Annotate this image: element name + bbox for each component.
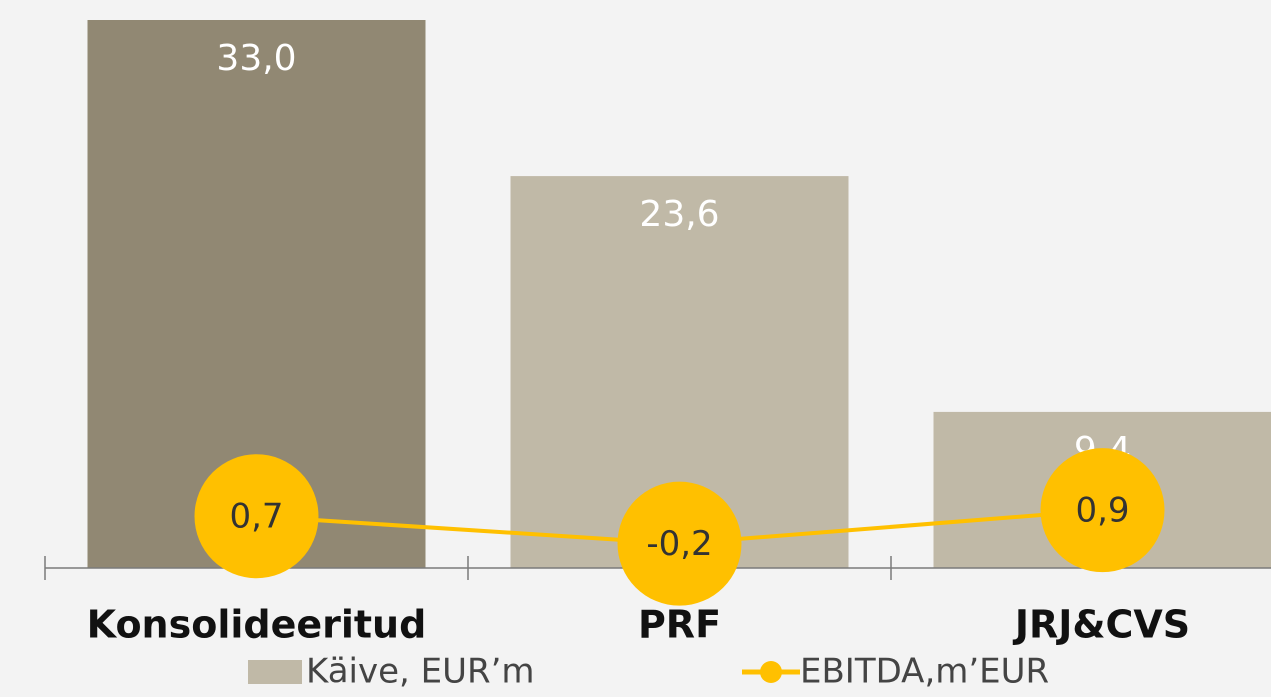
line-marker [617,481,742,606]
bar-value-label: 33,0 [216,38,296,79]
line-marker [194,454,319,579]
line-value-label: 0,9 [1075,491,1129,531]
x-tick-label: Konsolideeritud [87,603,427,647]
legend-swatch [248,660,302,684]
legend-label: EBITDA,m’EUR [800,652,1049,692]
x-tick-label: PRF [638,603,721,647]
line-value-label: 0,7 [229,497,283,537]
line-marker [1040,448,1165,573]
legend-swatch-marker [760,661,782,683]
x-tick-label: JRJ&CVS [1012,603,1190,647]
line-value-label: -0,2 [646,524,712,564]
legend-label: Käive, EUR’m [306,652,535,692]
bar-value-label: 23,6 [639,194,719,235]
